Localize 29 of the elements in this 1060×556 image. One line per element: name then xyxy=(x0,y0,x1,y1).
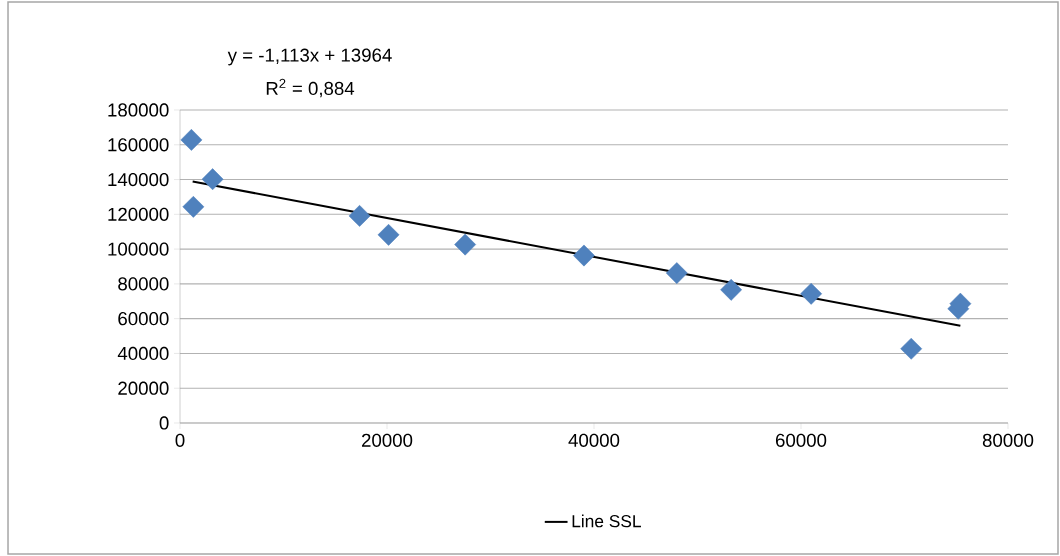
y-tick-label: 180000 xyxy=(108,103,169,117)
x-tick-label: 20000 xyxy=(361,433,413,447)
y-tick-label: 120000 xyxy=(108,207,169,221)
y-tick-label: 40000 xyxy=(117,346,169,361)
y-tick-label: 60000 xyxy=(118,312,169,326)
point xyxy=(665,262,688,284)
point xyxy=(454,233,477,256)
point xyxy=(573,244,595,267)
text: y = -1,113x + 13964 xyxy=(227,48,392,66)
x-tick-label: 80000 xyxy=(982,433,1034,447)
y-tick-label: 0 xyxy=(159,416,169,430)
legend-label: Line SSL xyxy=(572,514,641,528)
text: R$^{2}$ = 0,884 xyxy=(266,78,355,98)
point xyxy=(348,205,371,227)
point xyxy=(182,195,205,218)
x-tick-label: 60000 xyxy=(775,433,827,447)
point xyxy=(180,129,203,151)
point xyxy=(800,282,823,305)
y-tick-label: 140000 xyxy=(108,172,169,187)
y-tick-label: 160000 xyxy=(108,138,169,152)
y-tick-label: 80000 xyxy=(118,277,169,291)
x-tick-label: 0 xyxy=(175,433,185,447)
x-tick-label: 40000 xyxy=(568,433,620,447)
y-tick-label: 100000 xyxy=(108,242,169,256)
y-tick-label: 20000 xyxy=(118,381,169,395)
point xyxy=(720,278,742,301)
point xyxy=(900,337,923,360)
point xyxy=(201,168,224,191)
point xyxy=(377,223,400,246)
